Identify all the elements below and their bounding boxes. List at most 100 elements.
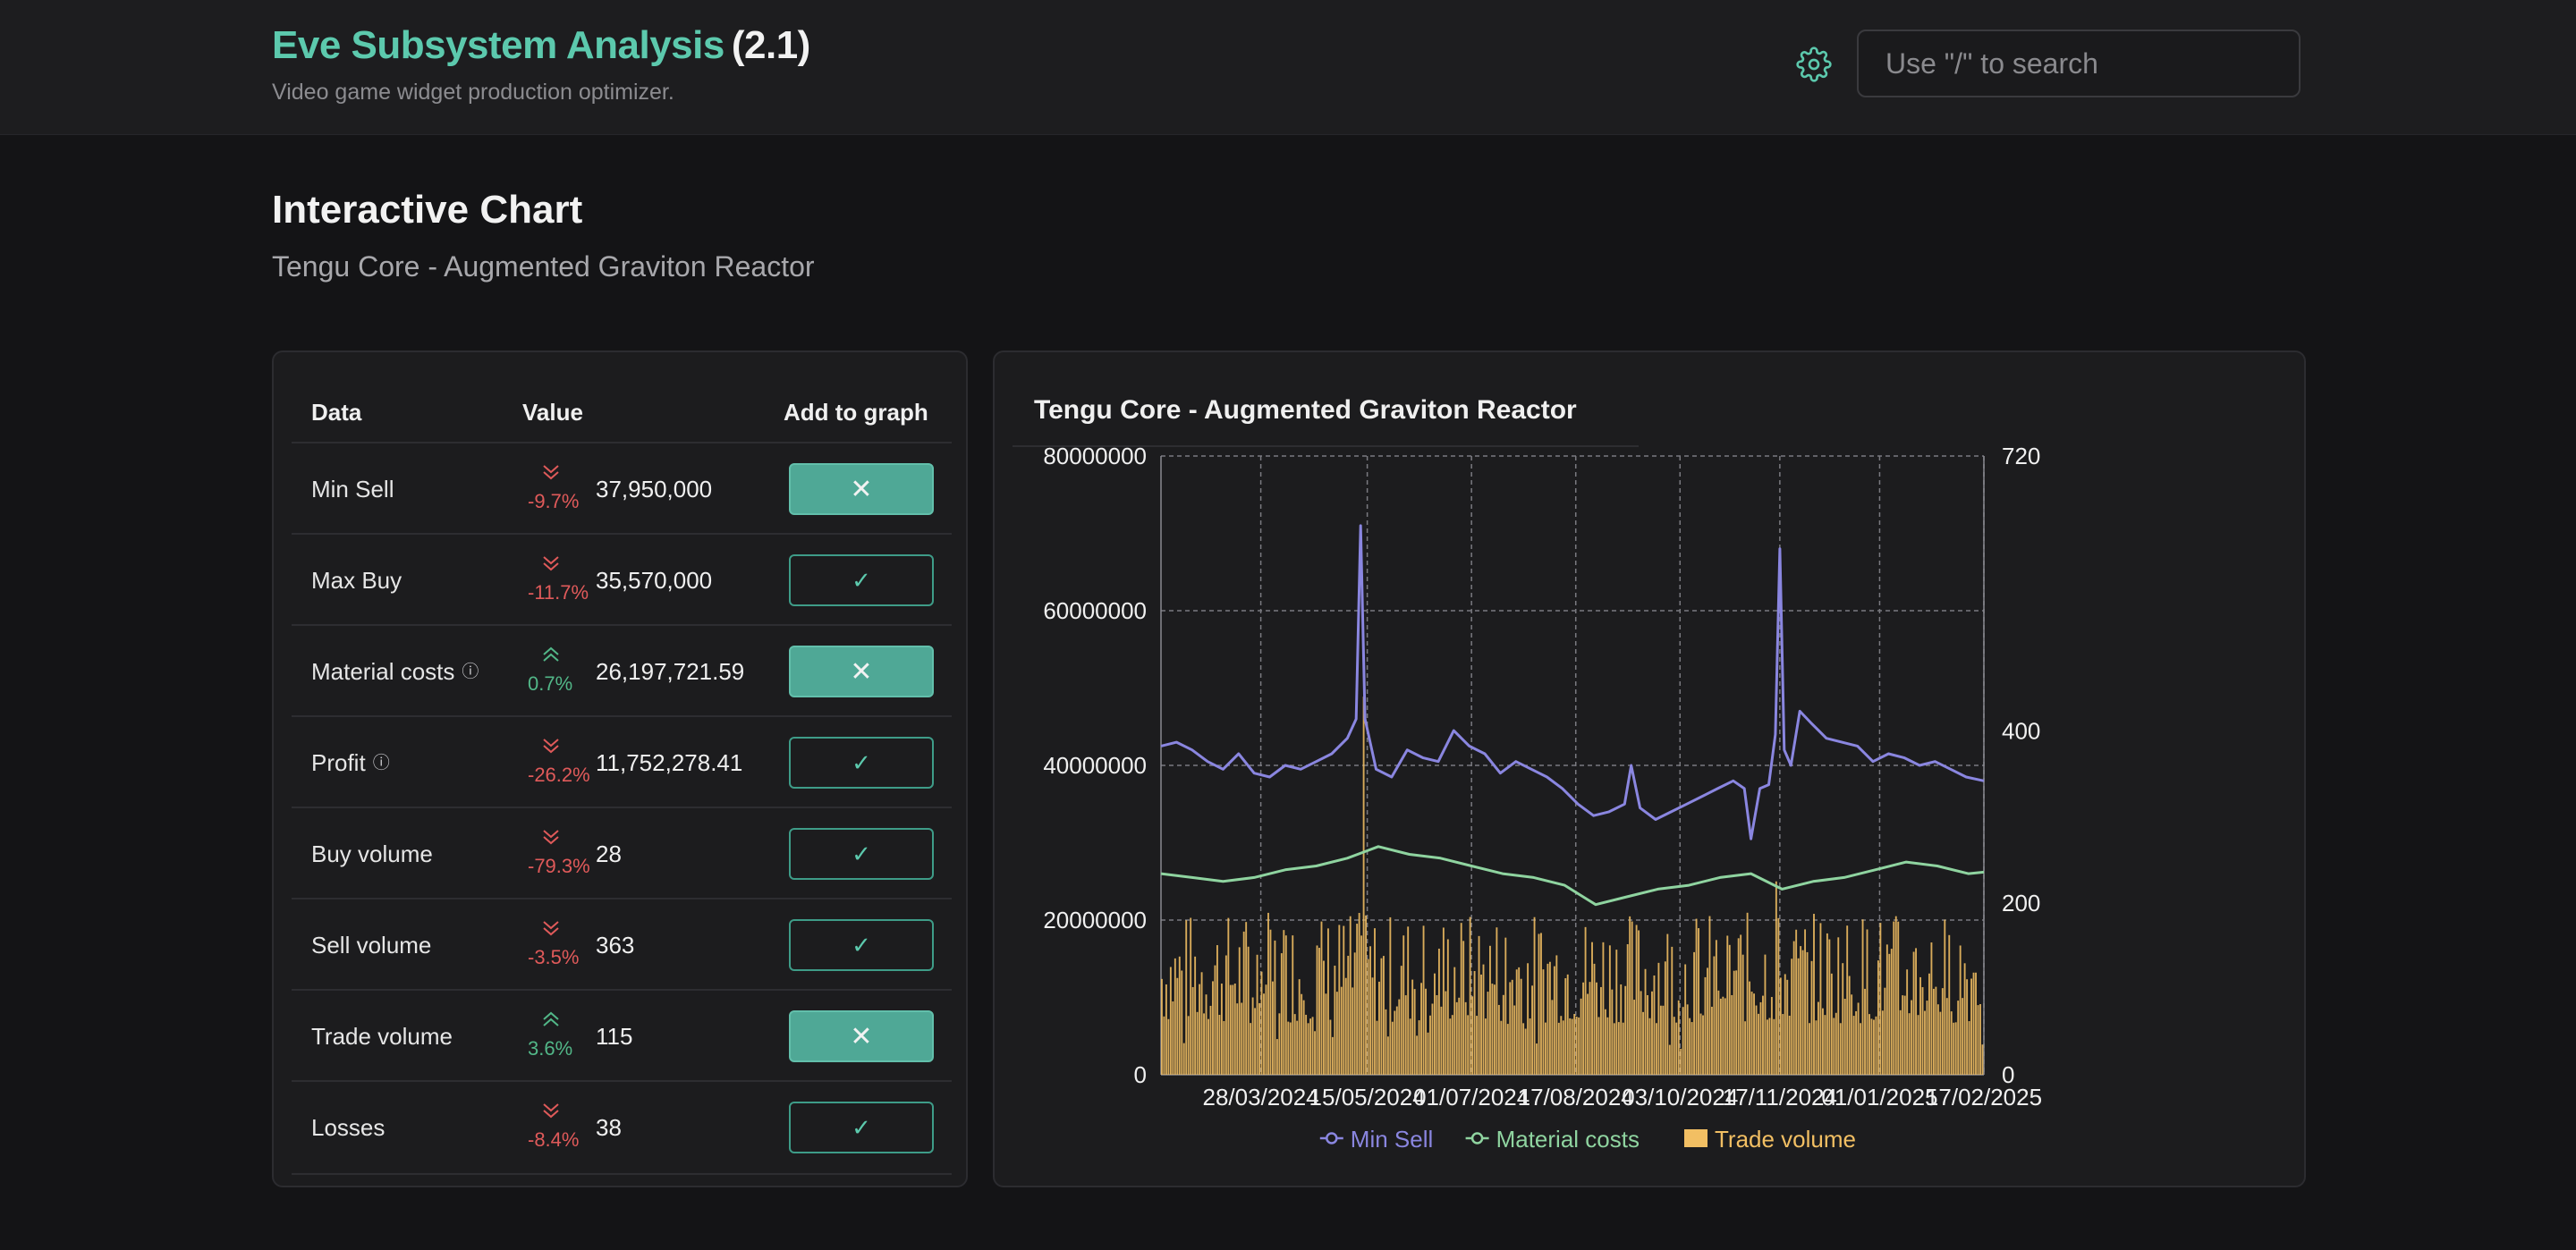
trade-volume-bar [1864,988,1866,1075]
trade-volume-bar [1200,972,1203,1075]
trade-volume-bar [1229,984,1232,1075]
search-input[interactable] [1857,30,2301,97]
trade-volume-bar [1622,1022,1624,1075]
trade-volume-bar [1762,995,1764,1075]
trade-volume-bar [1216,945,1218,1075]
chart-title: Tengu Core - Augmented Graviton Reactor [1034,395,1577,425]
trade-volume-bar [1963,963,1966,1075]
trade-volume-bar [1323,960,1325,1075]
trade-volume-bar [1256,954,1258,1075]
trade-volume-bar [1402,935,1405,1075]
remove-from-graph-button[interactable]: ✕ [789,463,934,515]
row-label-text: Losses [311,1114,386,1141]
trade-volume-bar [1467,1015,1470,1075]
page-title: Interactive Chart [272,188,583,232]
trade-volume-bar [1941,988,1944,1075]
trade-volume-bar [1502,994,1504,1075]
remove-from-graph-button[interactable]: ✕ [789,646,934,697]
table-row: Sell volume -3.5% 363 ✓ [292,898,952,991]
chart-panel: Tengu Core - Augmented Graviton Reactor … [993,351,2306,1187]
table-row: Buy volume -79.3% 28 ✓ [292,807,952,899]
trade-volume-bar [1746,912,1749,1075]
trade-volume-bar [1504,937,1507,1075]
trade-volume-bar [1759,1001,1762,1075]
trade-volume-bar [1352,987,1354,1075]
change-percent: -9.7% [528,490,580,512]
table-row: Profit ⓘ -26.2% 11,752,278.41 ✓ [292,715,952,808]
app-name[interactable]: Eve Subsystem Analysis [272,23,724,67]
trade-volume-bar [1897,921,1900,1075]
trade-volume-bar [1662,1005,1665,1075]
trade-volume-bar [1562,1020,1564,1075]
double-chevron-down-icon [543,921,559,936]
trade-volume-bar [1238,947,1241,1075]
trade-volume-bar [1593,963,1596,1075]
add-to-graph-button[interactable]: ✓ [789,554,934,606]
add-to-graph-button[interactable]: ✓ [789,828,934,880]
trade-volume-bar [1263,993,1265,1075]
trade-volume-bar [1608,945,1611,1075]
info-icon[interactable]: ⓘ [462,663,479,681]
trade-volume-bar [1640,991,1642,1075]
trade-volume-bar [1575,1017,1578,1075]
gear-icon[interactable] [1796,46,1832,82]
trade-volume-bar [1617,1022,1620,1075]
trade-volume-bar [1981,1044,1984,1075]
y-left-tick-label: 80000000 [1043,443,1147,469]
trade-volume-bar [1167,1018,1170,1075]
change-percent: -8.4% [528,1128,580,1151]
trade-volume-bar [1782,1014,1784,1075]
trade-volume-bar [1626,944,1629,1075]
trade-volume-bar [1821,1008,1824,1075]
add-to-graph-button[interactable]: ✓ [789,737,934,789]
trade-volume-bar [1648,1018,1651,1075]
trade-volume-bar [1866,929,1868,1075]
row-label-text: Min Sell [311,476,394,503]
trade-volume-bar [1293,1014,1296,1075]
trade-volume-bar [1382,956,1385,1075]
trade-volume-bar [1959,945,1962,1075]
trade-volume-bar [1274,940,1276,1075]
trade-volume-bar [1522,1023,1525,1075]
trade-volume-bar [1902,995,1904,1075]
trade-volume-bar [1326,928,1329,1075]
change-percent: 3.6% [528,1037,573,1060]
material-costs-line [1160,845,1985,907]
trade-volume-bar [1839,1023,1842,1075]
trade-volume-bar [1604,1009,1606,1075]
trade-volume-bar [1877,960,1879,1075]
trade-volume-bar [1275,1039,1278,1075]
trade-volume-bar [1496,927,1498,1075]
trade-volume-bar [1668,1044,1671,1075]
trade-volume-bar [1740,934,1742,1075]
trade-volume-bar [1704,976,1707,1075]
add-to-graph-button[interactable]: ✓ [789,919,934,971]
chart[interactable]: 0 20000000 40000000 60000000 80000000 0 200 400… [995,352,2304,1186]
trade-volume-bar [1497,1004,1500,1075]
trade-volume-bar [1227,917,1230,1075]
trade-volume-bar [1833,1018,1835,1075]
trade-volume-bar [1391,1021,1394,1075]
remove-from-graph-button[interactable]: ✕ [789,1010,934,1062]
trade-volume-bar [1212,981,1214,1075]
trade-volume-bar [1932,988,1935,1075]
trade-volume-bar [1400,966,1402,1075]
trade-volume-bar [1258,1002,1260,1075]
trade-volume-bar [1569,1018,1572,1075]
trade-volume-bar [1437,948,1440,1075]
trade-volume-bar [1199,984,1201,1075]
trade-volume-bar [1182,1043,1185,1075]
trade-volume-bar [1921,987,1924,1075]
trade-volume-bar [1320,921,1323,1075]
double-chevron-up-icon [543,646,559,662]
trade-volume-bar [1935,986,1937,1075]
trade-volume-bar [1296,1020,1299,1075]
trade-volume-bar [1548,961,1551,1075]
add-to-graph-button[interactable]: ✓ [789,1102,934,1153]
info-icon[interactable]: ⓘ [372,754,390,773]
trade-volume-bar [1758,1013,1759,1075]
trade-volume-bar [1779,977,1782,1075]
trade-volume-bar [1190,917,1192,1075]
trade-volume-bar [1857,1002,1860,1075]
change-percent: -26.2% [528,764,590,786]
